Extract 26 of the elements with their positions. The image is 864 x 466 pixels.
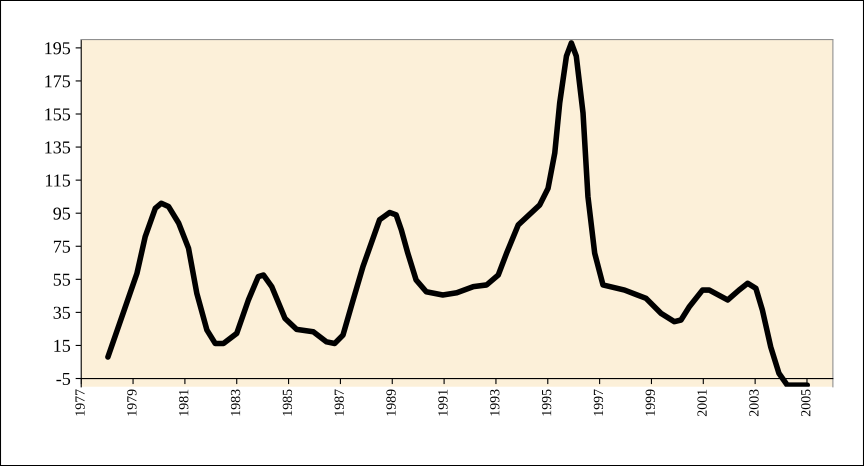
x-tick-label: 2003 (749, 389, 759, 416)
y-tick-label: 55 (54, 274, 70, 286)
y-tick-label: 95 (53, 208, 70, 220)
y-tick-label: -5 (56, 372, 70, 385)
x-tick-label: 1985 (282, 389, 292, 416)
x-tick-label: 1977 (75, 389, 85, 416)
x-tick-label: 2005 (801, 389, 810, 416)
y-tick-label: 135 (45, 141, 70, 154)
x-tick-label: 1999 (646, 390, 655, 416)
x-tick-label: 1995 (542, 389, 552, 416)
x-tick-label: 1991 (438, 390, 448, 416)
x-tick-label: 1981 (179, 390, 188, 416)
x-tick-label: 2001 (697, 390, 707, 416)
x-tick-label: 1993 (490, 389, 500, 416)
y-tick-label: 75 (54, 240, 70, 253)
y-tick-label: 155 (45, 108, 70, 120)
x-tick-label: 1979 (127, 390, 137, 416)
x-tick-label: 1983 (230, 389, 240, 416)
y-tick-label: 35 (54, 306, 70, 319)
y-tick-label: 115 (46, 174, 70, 187)
x-tick-label: 1987 (334, 389, 344, 416)
y-tick-label: 195 (45, 42, 70, 54)
x-tick-label: 1989 (386, 390, 396, 416)
y-tick-label: 15 (54, 340, 70, 352)
y-tick-label: 175 (45, 75, 70, 88)
x-tick-label: 1997 (594, 389, 604, 416)
